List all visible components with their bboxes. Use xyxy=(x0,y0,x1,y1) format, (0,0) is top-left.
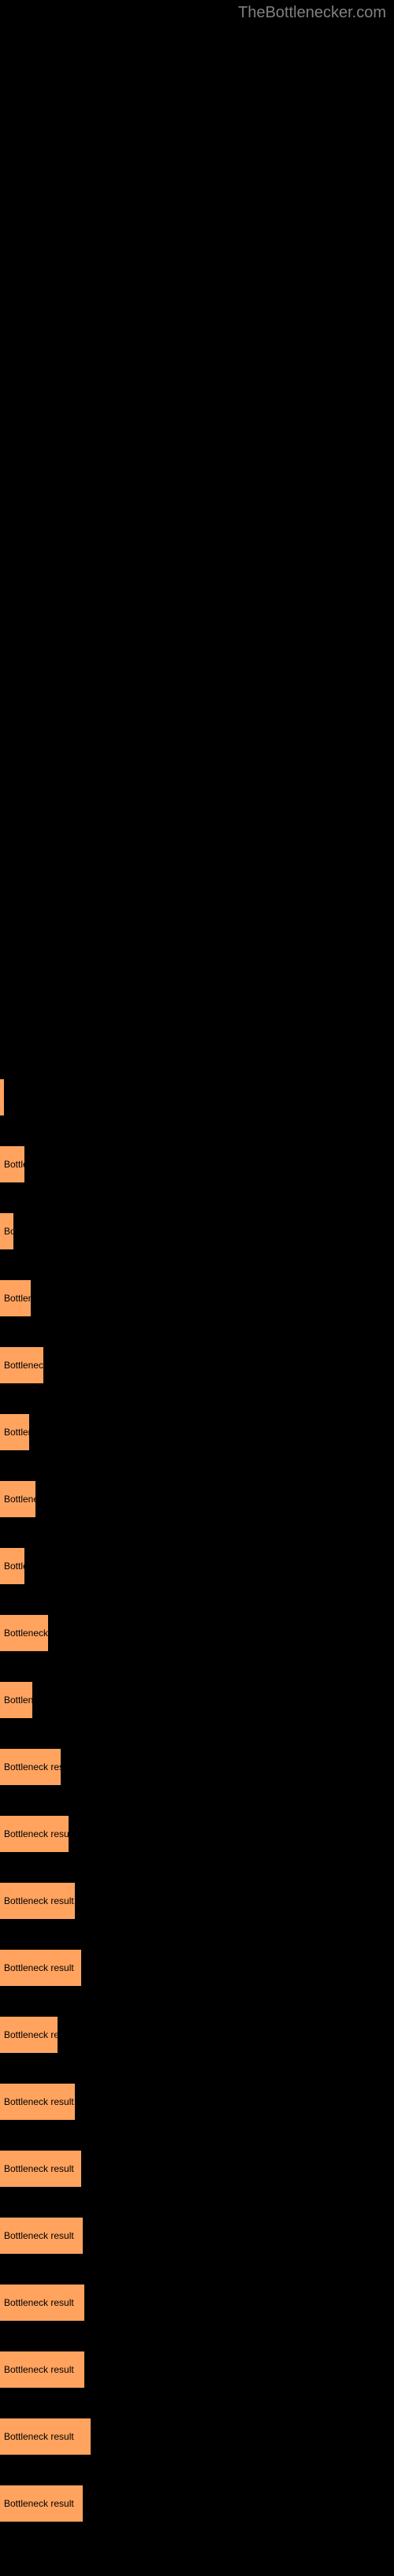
bar-row: Bottlenec xyxy=(0,1465,394,1532)
bar-row: Bottleneck result xyxy=(0,2336,394,2403)
chart-bar: Bottle xyxy=(0,1145,25,1183)
chart-bar: Bottlen xyxy=(0,1279,32,1317)
chart-bar: Bottle xyxy=(0,1547,25,1585)
bar-row: Bottle xyxy=(0,1130,394,1197)
bar-row: Bottleneck result xyxy=(0,1934,394,2001)
chart-bar: Bottleneck resu xyxy=(0,1748,61,1786)
chart-bar: Bottleneck xyxy=(0,1346,44,1384)
bar-row: Bo xyxy=(0,1197,394,1264)
chart-bar: Bottleneck result xyxy=(0,2284,85,2322)
chart-bar: Bottleneck r xyxy=(0,1614,49,1652)
bar-row: Bottleneck r xyxy=(0,1599,394,1666)
chart-bar: Bottleneck result xyxy=(0,2418,91,2455)
chart-bar: Bo xyxy=(0,1212,14,1250)
bar-row: Bottleneck res xyxy=(0,2001,394,2068)
chart-bar: Bottlenec xyxy=(0,1480,36,1518)
chart-bar: Bottleneck result xyxy=(0,2083,76,2121)
bar-chart: B Bottle Bo Bottlen Bottleneck Bottlen Bottlen… xyxy=(0,0,394,2576)
bar-row: Bottleneck result xyxy=(0,2269,394,2336)
chart-bar: Bottleneck result xyxy=(0,2217,84,2255)
chart-bar: Bottleneck result xyxy=(0,2485,84,2522)
chart-bar: B xyxy=(0,1078,5,1116)
chart-bar: Bottlene xyxy=(0,1681,33,1719)
chart-bar: Bottlen xyxy=(0,1413,30,1451)
bar-row: Bottlen xyxy=(0,1264,394,1331)
bar-row: Bottleneck result xyxy=(0,1800,394,1867)
chart-bar: Bottleneck result xyxy=(0,2351,85,2389)
bar-row: Bottlen xyxy=(0,1398,394,1465)
bar-row: B xyxy=(0,1063,394,1130)
bar-row: Bottleneck resu xyxy=(0,1733,394,1800)
chart-bar: Bottleneck result xyxy=(0,2150,82,2188)
chart-bar: Bottleneck result xyxy=(0,1949,82,1987)
bar-row: Bottleneck xyxy=(0,1331,394,1398)
chart-bar: Bottleneck result xyxy=(0,1815,69,1853)
bar-row: Bottlene xyxy=(0,1666,394,1733)
bar-row: Bottleneck result xyxy=(0,1867,394,1934)
bar-row: Bottleneck result xyxy=(0,2202,394,2269)
bar-row: Bottleneck result xyxy=(0,2135,394,2202)
bar-row: Bottleneck result xyxy=(0,2470,394,2537)
chart-bar: Bottleneck result xyxy=(0,1882,76,1920)
bar-row: Bottleneck result xyxy=(0,2403,394,2470)
chart-bar: Bottleneck res xyxy=(0,2016,58,2054)
bar-row: Bottle xyxy=(0,1532,394,1599)
bar-row: Bottleneck result xyxy=(0,2068,394,2135)
